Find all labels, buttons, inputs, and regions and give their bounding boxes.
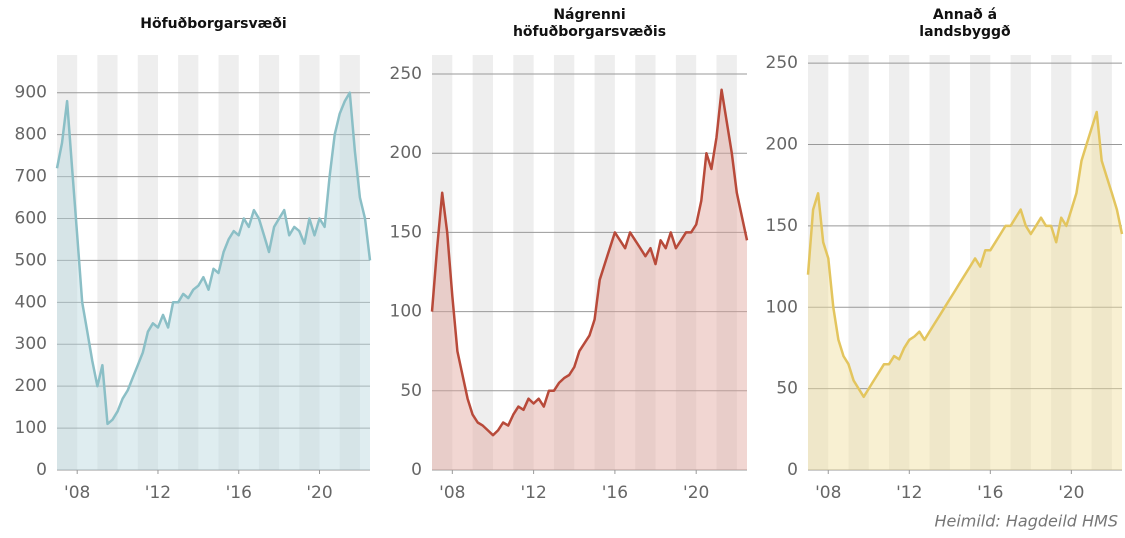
x-tick-label: '12: [896, 483, 922, 503]
y-tick-label: 900: [15, 83, 47, 103]
line: [55, 91, 372, 426]
x-tick-label: '12: [520, 483, 546, 503]
y-tick-label: 400: [15, 292, 47, 312]
x-tick-label: '08: [439, 483, 465, 503]
y-tick-label: 600: [15, 208, 47, 228]
x-tick-label: '16: [226, 483, 252, 503]
x-tick-label: '20: [306, 483, 332, 503]
area: [808, 112, 1122, 470]
y-tick-label: 150: [390, 222, 422, 242]
year-stripe: [929, 55, 950, 470]
chart-title: höfuðborgarsvæðis: [513, 24, 666, 40]
y-tick-label: 300: [15, 334, 47, 354]
area: [432, 89, 747, 471]
year-stripe: [472, 55, 493, 470]
y-tick-label: 200: [390, 143, 422, 163]
y-tick-label: 500: [15, 250, 47, 270]
x-tick-label: '08: [64, 483, 90, 503]
y-tick-label: 100: [766, 297, 798, 317]
area: [57, 92, 370, 470]
y-tick-label: 0: [36, 460, 47, 480]
x-tick-label: '20: [1058, 483, 1084, 503]
y-tick-label: 0: [411, 460, 422, 480]
year-stripe: [218, 55, 239, 470]
year-stripe: [889, 55, 910, 470]
chart: Höfuðborgarsvæði 0 100 200 300 400 500 600 700 80…: [15, 16, 372, 503]
year-stripe: [848, 55, 869, 470]
year-stripe: [808, 55, 829, 470]
x-tick-label: '20: [683, 483, 709, 503]
chart-title: Nágrenni: [553, 7, 625, 23]
year-stripe: [432, 55, 453, 470]
y-tick-label: 700: [15, 167, 47, 187]
year-stripe: [178, 55, 199, 470]
x-tick-label: '16: [602, 483, 628, 503]
y-tick-label: 800: [15, 125, 47, 145]
year-stripe: [553, 55, 575, 470]
chart-title: Höfuðborgarsvæði: [140, 16, 286, 32]
year-stripe: [299, 55, 320, 470]
y-tick-label: 0: [787, 460, 798, 480]
year-stripe: [1010, 55, 1031, 470]
line: [430, 88, 749, 437]
line: [806, 110, 1124, 399]
x-tick-label: '12: [145, 483, 171, 503]
year-stripe: [513, 55, 534, 470]
year-stripe: [635, 55, 656, 470]
year-stripe: [137, 55, 158, 470]
y-tick-label: 250: [766, 53, 798, 73]
y-tick-label: 200: [15, 376, 47, 396]
chart-title: landsbyggð: [919, 24, 1011, 40]
y-tick-label: 100: [15, 418, 47, 438]
chart-title: Annað á: [933, 7, 997, 23]
year-stripe: [1051, 55, 1072, 470]
y-tick-label: 50: [776, 379, 798, 399]
y-tick-label: 50: [400, 381, 422, 401]
source: Heimild: Hagdeild HMS: [934, 512, 1118, 531]
y-tick-label: 100: [390, 302, 422, 322]
x-tick-label: '08: [815, 483, 841, 503]
year-stripe: [258, 55, 280, 470]
y-tick-label: 150: [766, 216, 798, 236]
y-tick-label: 250: [390, 64, 422, 84]
x-tick-label: '16: [977, 483, 1003, 503]
year-stripe: [675, 55, 697, 470]
y-tick-label: 200: [766, 135, 798, 155]
year-stripe: [1091, 55, 1112, 470]
